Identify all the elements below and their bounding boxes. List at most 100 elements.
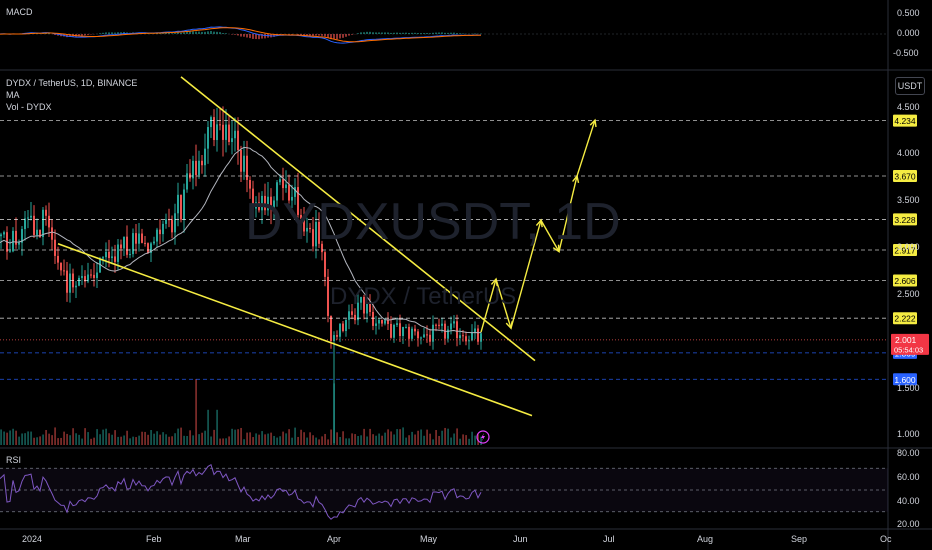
volume-bar	[87, 432, 89, 445]
candle-body	[270, 196, 272, 210]
candle-body	[219, 124, 221, 126]
macd-histogram-bar	[162, 33, 164, 34]
macd-histogram-bar	[405, 32, 407, 34]
candle-body	[342, 323, 344, 331]
macd-histogram-bar	[192, 31, 194, 34]
volume-bar	[159, 434, 161, 445]
macd-histogram-bar	[396, 32, 398, 34]
indicator-volume[interactable]: Vol - DYDX	[6, 102, 52, 112]
macd-histogram-bar	[165, 32, 167, 34]
macd-histogram-bar	[114, 32, 116, 34]
volume-bar	[462, 434, 464, 445]
volume-bar	[264, 434, 266, 445]
volume-bar	[405, 437, 407, 445]
volume-bar	[213, 429, 215, 445]
volume-bar	[426, 429, 428, 445]
candle-body	[291, 196, 293, 201]
candle-body	[159, 229, 161, 235]
currency-button[interactable]: USDT	[895, 77, 925, 95]
volume-bar	[318, 439, 320, 445]
price-tick-1500: 1.500	[897, 383, 920, 393]
macd-histogram-bar	[336, 34, 338, 40]
volume-bar	[144, 431, 146, 445]
volume-bar	[228, 436, 230, 445]
rsi-tick-60: 60.00	[897, 472, 920, 482]
candle-body	[93, 274, 95, 278]
volume-bar	[198, 434, 200, 445]
macd-histogram-bar	[312, 34, 314, 37]
candle-body	[306, 227, 308, 232]
x-label-mar: Mar	[235, 534, 251, 544]
macd-histogram-bar	[315, 34, 317, 36]
macd-histogram-bar	[300, 34, 302, 36]
candle-body	[375, 323, 377, 326]
macd-histogram-bar	[177, 32, 179, 34]
volume-bar	[24, 433, 26, 445]
volume-bar	[126, 430, 128, 445]
candle-body	[30, 215, 32, 218]
candle-body	[465, 336, 467, 342]
volume-bar	[249, 432, 251, 445]
candle-body	[48, 215, 50, 228]
candle-body	[363, 296, 365, 314]
macd-histogram-bar	[441, 32, 443, 34]
candle-body	[480, 333, 482, 342]
volume-bar	[354, 434, 356, 445]
macd-histogram-bar	[264, 34, 266, 39]
macd-histogram-bar	[102, 32, 104, 34]
macd-histogram-bar	[456, 33, 458, 34]
resistance-level-label: 2.917	[894, 245, 916, 255]
volume-bar	[456, 428, 458, 445]
volume-bar	[75, 433, 77, 445]
candle-body	[399, 323, 401, 337]
candle-body	[186, 173, 188, 190]
candle-body	[414, 328, 416, 332]
volume-bar	[84, 428, 86, 445]
volume-bar	[177, 428, 179, 445]
volume-bar	[465, 435, 467, 445]
macd-histogram-bar	[108, 32, 110, 34]
macd-histogram-bar	[111, 32, 113, 34]
candle-body	[279, 179, 281, 183]
candle-body	[156, 229, 158, 242]
macd-histogram-bar	[363, 32, 365, 34]
candle-body	[282, 179, 284, 189]
macd-histogram-bar	[420, 33, 422, 34]
volume-bar	[315, 437, 317, 445]
candle-body	[27, 217, 29, 219]
volume-bar	[48, 433, 50, 445]
volume-bar	[417, 430, 419, 445]
candle-body	[144, 242, 146, 244]
candle-body	[354, 314, 356, 321]
macd-histogram-bar	[432, 32, 434, 34]
candle-body	[15, 230, 17, 245]
candle-body	[249, 179, 251, 189]
macd-histogram-bar	[243, 34, 245, 37]
candle-body	[366, 303, 368, 314]
macd-histogram-bar	[261, 34, 263, 39]
volume-bar	[69, 435, 71, 445]
volume-bar	[294, 427, 296, 445]
candle-body	[108, 251, 110, 259]
volume-bar	[102, 429, 104, 445]
volume-bar	[186, 436, 188, 445]
volume-bar	[309, 432, 311, 445]
candle-body	[468, 340, 470, 342]
candle-body	[231, 138, 233, 142]
volume-bar	[447, 428, 449, 445]
macd-histogram-bar	[69, 34, 71, 37]
volume-bar	[60, 437, 62, 445]
candle-body	[351, 311, 353, 315]
macd-histogram-bar	[66, 34, 68, 38]
signal-line	[0, 27, 482, 43]
volume-bar	[192, 435, 194, 445]
candle-body	[237, 130, 239, 150]
rsi-title: RSI	[6, 455, 22, 465]
volume-bar	[408, 435, 410, 445]
volume-bar	[276, 437, 278, 445]
volume-bar	[303, 432, 305, 445]
volume-bar	[351, 433, 353, 445]
volume-bar	[204, 430, 206, 445]
indicator-ma[interactable]: MA	[6, 90, 20, 100]
